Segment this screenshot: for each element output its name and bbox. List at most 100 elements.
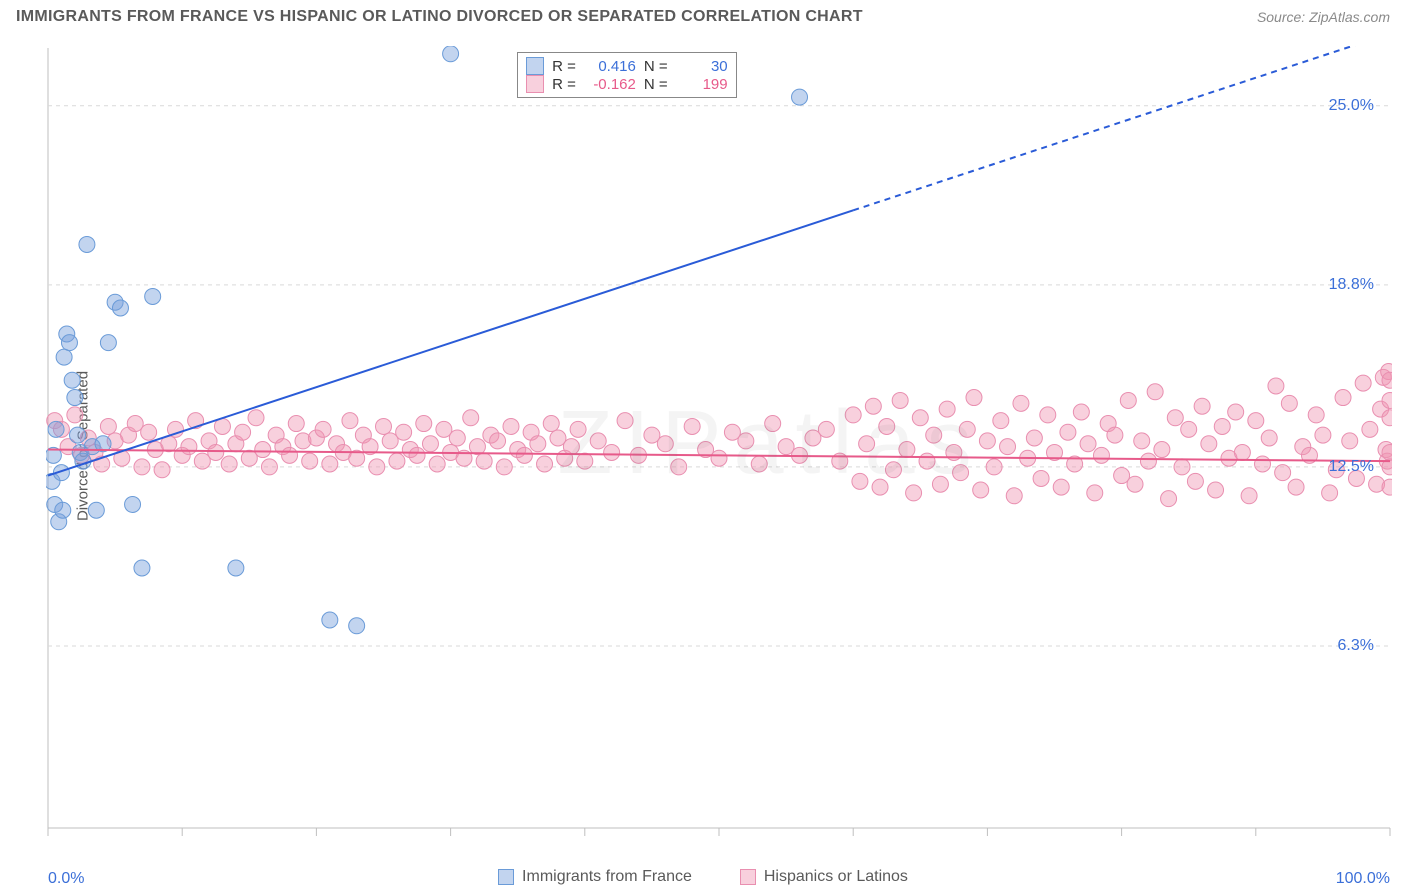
data-point — [1174, 459, 1190, 475]
data-point — [61, 335, 77, 351]
data-point — [322, 456, 338, 472]
series-legend: Immigrants from FranceHispanics or Latin… — [0, 868, 1406, 886]
data-point — [422, 436, 438, 452]
data-point — [684, 418, 700, 434]
data-point — [67, 390, 83, 406]
data-point — [765, 416, 781, 432]
data-point — [315, 421, 331, 437]
header: IMMIGRANTS FROM FRANCE VS HISPANIC OR LA… — [0, 0, 1406, 30]
data-point — [1234, 444, 1250, 460]
data-point — [255, 442, 271, 458]
legend-swatch — [526, 57, 544, 75]
y-grid-label: 25.0% — [1329, 97, 1374, 115]
data-point — [1355, 375, 1371, 391]
data-point — [932, 476, 948, 492]
data-point — [919, 453, 935, 469]
legend-swatch — [498, 869, 514, 885]
data-point — [48, 421, 64, 437]
data-point — [1060, 424, 1076, 440]
data-point — [376, 418, 392, 434]
data-point — [577, 453, 593, 469]
data-point — [1201, 436, 1217, 452]
n-value: 30 — [676, 58, 728, 75]
data-point — [926, 427, 942, 443]
data-point — [64, 372, 80, 388]
data-point — [530, 436, 546, 452]
data-point — [282, 447, 298, 463]
data-point — [979, 433, 995, 449]
data-point — [751, 456, 767, 472]
data-point — [429, 456, 445, 472]
data-point — [369, 459, 385, 475]
chart-area: ZIPatlas R =0.416N =30R =-0.162N =199 6.… — [46, 46, 1392, 846]
data-point — [302, 453, 318, 469]
data-point — [1315, 427, 1331, 443]
data-point — [181, 439, 197, 455]
data-point — [261, 459, 277, 475]
n-label: N = — [644, 58, 668, 75]
data-point — [973, 482, 989, 498]
data-point — [56, 349, 72, 365]
data-point — [1268, 378, 1284, 394]
data-point — [711, 450, 727, 466]
data-point — [1167, 410, 1183, 426]
y-grid-label: 18.8% — [1329, 276, 1374, 294]
data-point — [1322, 485, 1338, 501]
data-point — [939, 401, 955, 417]
data-point — [1362, 421, 1378, 437]
data-point — [463, 410, 479, 426]
data-point — [409, 447, 425, 463]
data-point — [322, 612, 338, 628]
data-point — [1288, 479, 1304, 495]
data-point — [248, 410, 264, 426]
data-point — [389, 453, 405, 469]
data-point — [563, 439, 579, 455]
data-point — [993, 413, 1009, 429]
data-point — [1228, 404, 1244, 420]
correlation-legend: R =0.416N =30R =-0.162N =199 — [517, 52, 737, 98]
data-point — [1006, 488, 1022, 504]
data-point — [1335, 390, 1351, 406]
data-point — [145, 288, 161, 304]
data-point — [1194, 398, 1210, 414]
data-point — [490, 433, 506, 449]
legend-item: Hispanics or Latinos — [740, 868, 908, 886]
data-point — [141, 424, 157, 440]
data-point — [55, 502, 71, 518]
data-point — [1080, 436, 1096, 452]
data-point — [892, 392, 908, 408]
data-point — [496, 459, 512, 475]
data-point — [208, 444, 224, 460]
data-point — [1187, 473, 1203, 489]
data-point — [590, 433, 606, 449]
n-label: N = — [644, 76, 668, 93]
data-point — [912, 410, 928, 426]
data-point — [818, 421, 834, 437]
data-point — [1026, 430, 1042, 446]
data-point — [879, 418, 895, 434]
data-point — [1281, 395, 1297, 411]
data-point — [872, 479, 888, 495]
data-point — [852, 473, 868, 489]
legend-row: R =0.416N =30 — [526, 57, 728, 75]
data-point — [1073, 404, 1089, 420]
data-point — [543, 416, 559, 432]
data-point — [738, 433, 754, 449]
n-value: 199 — [676, 76, 728, 93]
data-point — [1241, 488, 1257, 504]
data-point — [1120, 392, 1136, 408]
data-point — [449, 430, 465, 446]
data-point — [221, 456, 237, 472]
data-point — [1093, 447, 1109, 463]
data-point — [1181, 421, 1197, 437]
legend-label: Hispanics or Latinos — [764, 868, 908, 886]
data-point — [235, 424, 251, 440]
data-point — [1208, 482, 1224, 498]
data-point — [1161, 491, 1177, 507]
data-point — [657, 436, 673, 452]
data-point — [476, 453, 492, 469]
data-point — [899, 442, 915, 458]
data-point — [845, 407, 861, 423]
data-point — [154, 462, 170, 478]
data-point — [125, 496, 141, 512]
